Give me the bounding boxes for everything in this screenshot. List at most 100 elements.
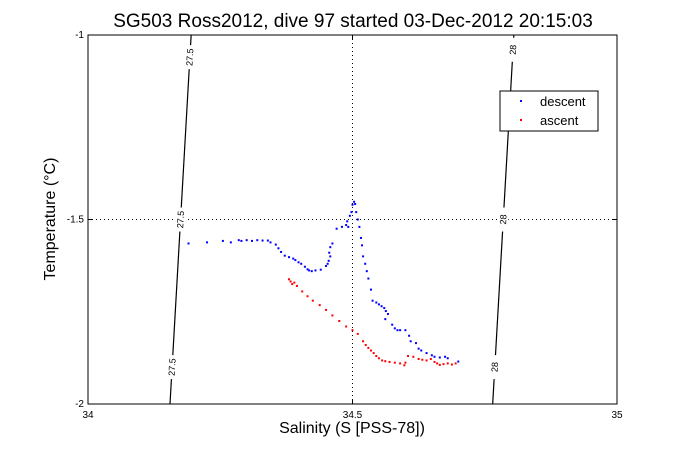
x-tick-label: 34.5 — [343, 410, 363, 421]
descent-point — [250, 239, 253, 242]
isopycnal-label-bg — [507, 37, 518, 62]
ascent-point — [404, 361, 407, 364]
descent-point — [417, 347, 420, 350]
isopycnal-label-bg — [175, 207, 186, 232]
descent-point — [391, 323, 394, 326]
descent-point — [328, 251, 331, 254]
descent-point — [370, 288, 373, 291]
descent-point — [348, 214, 351, 217]
descent-point — [433, 355, 436, 358]
descent-point — [446, 357, 449, 360]
descent-point — [359, 236, 362, 239]
descent-point — [292, 257, 295, 260]
isopycnal-label-bg — [167, 355, 178, 380]
descent-point — [430, 354, 433, 357]
ascent-point — [301, 290, 304, 293]
x-tick-label: 34 — [82, 410, 94, 421]
descent-point — [438, 356, 441, 359]
descent-point — [325, 264, 328, 267]
ascent-point — [433, 360, 436, 363]
descent-point — [347, 225, 350, 228]
descent-point — [274, 243, 277, 246]
descent-point — [256, 239, 259, 242]
ascent-point — [288, 278, 291, 281]
descent-point — [444, 355, 447, 358]
ascent-point — [450, 363, 453, 366]
descent-point — [380, 305, 383, 308]
descent-point — [364, 262, 367, 265]
ascent-point — [407, 355, 410, 358]
descent-point — [361, 244, 364, 247]
descent-point — [314, 269, 317, 272]
ascent-point — [306, 295, 309, 298]
descent-point — [303, 265, 306, 268]
y-tick-label: -1.5 — [67, 215, 85, 226]
descent-point — [409, 340, 412, 343]
descent-point — [396, 329, 399, 332]
descent-point — [354, 203, 357, 206]
ascent-point — [399, 362, 402, 365]
ascent-point — [362, 340, 365, 343]
y-axis-label: Temperature (°C) — [42, 158, 59, 281]
descent-point — [383, 307, 386, 310]
ascent-point — [367, 346, 370, 349]
legend-ascent-label: ascent — [540, 113, 579, 128]
ascent-point — [381, 359, 384, 362]
ascent-point — [325, 308, 328, 311]
ascent-point — [356, 332, 359, 335]
ascent-point — [412, 355, 415, 358]
descent-point — [414, 342, 417, 345]
isopycnal-label-bg — [498, 207, 509, 232]
descent-point — [340, 225, 343, 228]
isopycnal-label: 28 — [498, 214, 509, 225]
descent-point — [229, 241, 232, 244]
ascent-point — [370, 349, 373, 352]
ascent-point — [417, 357, 420, 360]
descent-point — [237, 239, 240, 242]
descent-point — [375, 301, 378, 304]
legend-ascent-marker — [520, 119, 522, 121]
descent-point — [308, 269, 311, 272]
descent-point — [420, 349, 423, 352]
ascent-point — [372, 352, 375, 355]
descent-point — [371, 299, 374, 302]
descent-point — [288, 256, 291, 259]
descent-point — [300, 262, 303, 265]
ascent-point — [375, 355, 378, 358]
legend-descent-label: descent — [540, 94, 586, 109]
ascent-point — [403, 364, 406, 367]
y-tick-label: -2 — [75, 399, 84, 410]
chart-title: SG503 Ross2012, dive 97 started 03-Dec-2… — [113, 11, 593, 32]
ascent-point — [351, 329, 354, 332]
descent-point — [384, 310, 387, 313]
ascent-point — [425, 359, 428, 362]
descent-point — [269, 241, 272, 244]
data-points — [187, 200, 460, 367]
ascent-point — [345, 325, 348, 328]
ascent-point — [436, 362, 439, 365]
isopycnal-label: 27.5 — [184, 48, 195, 66]
descent-point — [356, 218, 359, 221]
legend-descent-marker — [520, 100, 522, 102]
descent-point — [266, 239, 269, 242]
descent-point — [335, 227, 338, 230]
descent-point — [351, 203, 354, 206]
descent-point — [384, 318, 387, 321]
isopycnal-label-bg — [489, 355, 500, 380]
descent-point — [365, 270, 368, 273]
axis-ticks: 34 34.5 35 -2 -1.5 -1 — [67, 30, 623, 421]
ascent-point — [293, 281, 296, 284]
ascent-point — [421, 358, 424, 361]
isopycnal-label: 27.5 — [175, 210, 186, 228]
x-tick-label: 35 — [611, 410, 623, 421]
descent-point — [367, 277, 370, 280]
isopycnal-label: 27.5 — [167, 358, 178, 376]
descent-point — [294, 259, 297, 262]
ascent-point — [388, 360, 391, 363]
ascent-point — [311, 299, 314, 302]
legend-box — [499, 90, 599, 132]
descent-point — [353, 200, 356, 203]
descent-point — [240, 239, 243, 242]
descent-point — [358, 225, 361, 228]
